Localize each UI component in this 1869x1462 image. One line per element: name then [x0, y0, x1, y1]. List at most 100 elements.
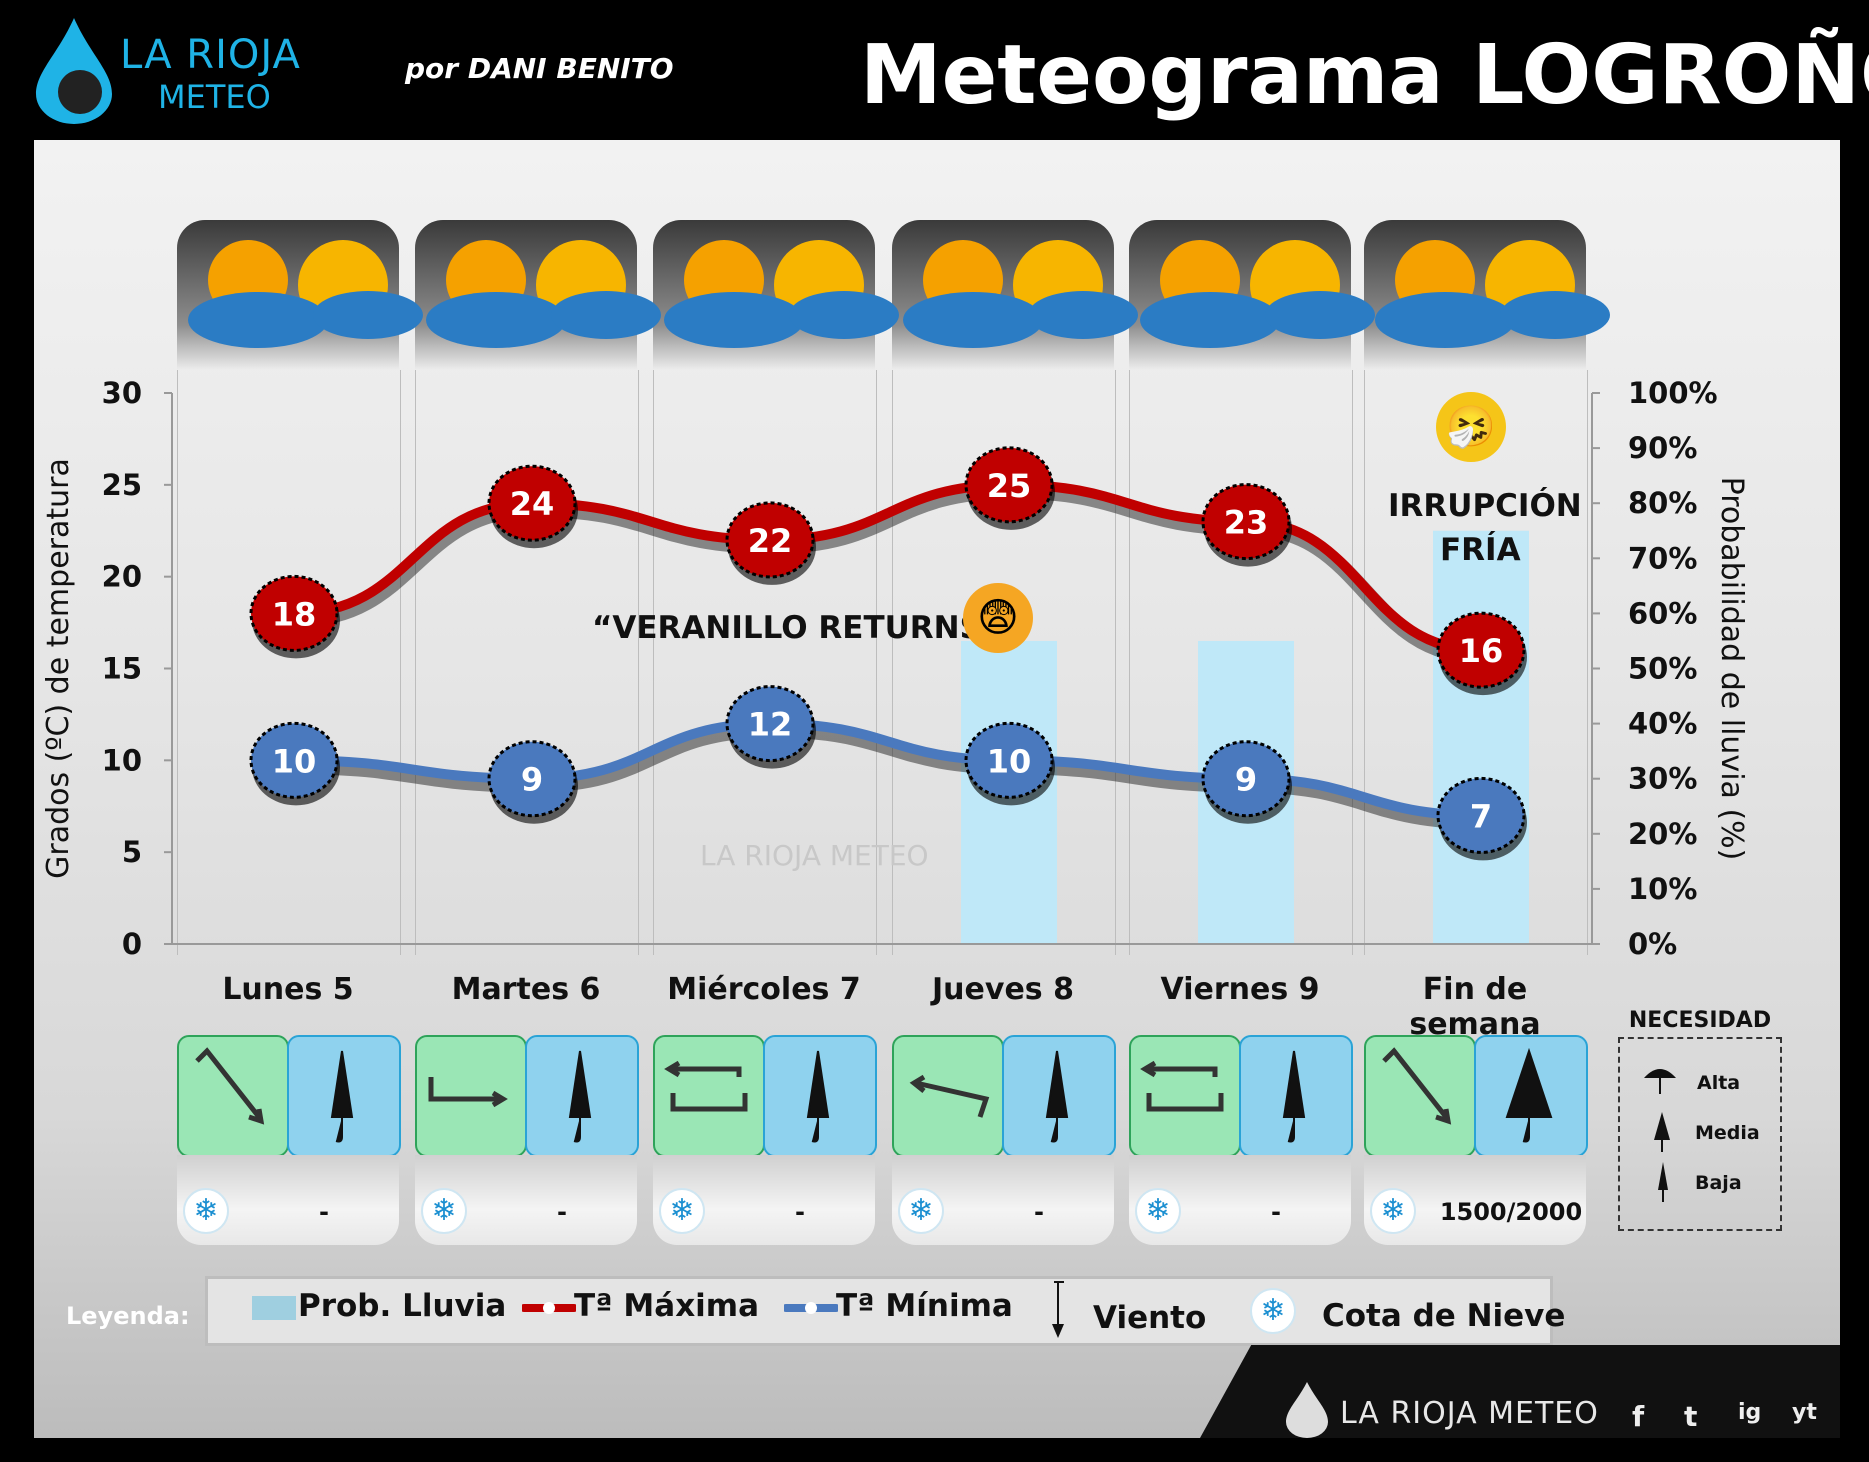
- cloud-icon: [551, 291, 661, 339]
- umbrella-medium-icon: [1654, 1112, 1670, 1152]
- day-label: Lunes 5: [222, 972, 354, 1007]
- instagram-icon[interactable]: ig: [1738, 1400, 1762, 1425]
- facebook-icon[interactable]: f: [1632, 1400, 1645, 1433]
- snowflake-icon: ❄: [898, 1188, 944, 1234]
- y2-tick-label: 80%: [1628, 486, 1697, 520]
- day-column: [415, 370, 639, 955]
- umbrella-closed-icon: [1045, 1050, 1069, 1143]
- tmax-label: 16: [1459, 632, 1504, 670]
- tmin-label: 9: [521, 761, 543, 799]
- watermark: LA RIOJA METEO: [700, 839, 929, 872]
- snowflake-icon: ❄: [421, 1188, 467, 1234]
- umbrella-box: [1239, 1035, 1353, 1157]
- arrow-nw-se-icon: [195, 1047, 265, 1125]
- tmax-point: [249, 574, 339, 652]
- legend-swatch-tmin: [784, 1302, 838, 1314]
- umbrella-open-icon: [1644, 1069, 1676, 1094]
- snow-level-value: -: [1271, 1198, 1281, 1226]
- tmin-point: [1436, 776, 1526, 854]
- byline: por DANI BENITO: [405, 52, 674, 85]
- snow-level-value: -: [319, 1198, 329, 1226]
- y2-tick-label: 40%: [1628, 707, 1697, 741]
- legend-swatch-tmax: [522, 1302, 576, 1314]
- necesidad-baja: Baja: [1695, 1172, 1742, 1194]
- umbrella-closed-icon: [1658, 1162, 1668, 1202]
- cloud-icon: [1265, 291, 1375, 339]
- snowflake-icon: ❄: [659, 1188, 705, 1234]
- legend-item-tmin: Tª Mínima: [836, 1288, 1013, 1324]
- cloud-icon: [789, 291, 899, 339]
- y2-tick-label: 20%: [1628, 817, 1697, 851]
- sneezing-face-icon: 🤧: [1436, 392, 1506, 462]
- snowflake-icon: ❄: [183, 1188, 229, 1234]
- logo-drop-icon: [36, 18, 112, 124]
- tmin-line: [293, 718, 1482, 821]
- umbrella-closed-icon: [330, 1050, 354, 1143]
- legend-item-rain: Prob. Lluvia: [298, 1288, 507, 1324]
- umbrella-closed-icon: [806, 1050, 830, 1143]
- wind-box: [1129, 1035, 1241, 1157]
- necesidad-title: NECESIDAD: [1628, 1008, 1772, 1033]
- y-axis-title: Grados (ºC) de temperatura: [41, 458, 76, 879]
- cloud-icon: [426, 292, 566, 348]
- legend-wind-arrow-icon: [1052, 1281, 1064, 1338]
- header: [0, 0, 1869, 140]
- tmin-point: [964, 721, 1054, 799]
- cloud-icon: [313, 291, 423, 339]
- annotation-fria: FRÍA: [1440, 532, 1521, 568]
- twitter-icon[interactable]: t: [1684, 1400, 1698, 1433]
- umbrella-box: [1002, 1035, 1116, 1157]
- footer-brand: LA RIOJA METEO: [1340, 1396, 1599, 1431]
- day-label: Fin de semana: [1409, 972, 1541, 1042]
- legend-item-wind: Viento: [1093, 1300, 1207, 1336]
- day-label: Viernes 9: [1160, 972, 1320, 1007]
- cloud-icon: [1140, 292, 1280, 348]
- y2-tick-label: 100%: [1628, 376, 1718, 410]
- cloud-icon: [903, 292, 1043, 348]
- legend-swatch-rain: [252, 1296, 296, 1320]
- annotation-irrupcion: IRRUPCIÓN: [1388, 488, 1582, 524]
- y2-tick-label: 10%: [1628, 872, 1697, 906]
- legend-item-tmax: Tª Máxima: [574, 1288, 760, 1324]
- youtube-icon[interactable]: yt: [1792, 1400, 1817, 1425]
- snow-level-value: 1500/2000: [1439, 1198, 1583, 1226]
- y2-axis-title: Probabilidad de lluvia (%): [1714, 477, 1749, 861]
- legend-item-snow: Cota de Nieve: [1322, 1298, 1566, 1334]
- page-title: Meteograma LOGROÑO: [860, 28, 1869, 123]
- day-column: [892, 370, 1116, 955]
- cloud-icon: [1375, 292, 1515, 348]
- tmin-point: [725, 685, 815, 763]
- tmin-label: 12: [748, 706, 793, 744]
- y2-tick-label: 50%: [1628, 652, 1697, 686]
- annotation-veranillo: “VERANILLO RETURNS”: [592, 610, 1003, 646]
- y2-tick-label: 0%: [1628, 927, 1677, 961]
- day-column: [653, 370, 877, 955]
- tmax-point: [725, 501, 815, 579]
- tmin-label: 7: [1470, 797, 1492, 835]
- umbrella-box: [525, 1035, 639, 1157]
- legend-snowflake-icon: ❄: [1250, 1288, 1296, 1334]
- cloud-icon: [1028, 291, 1138, 339]
- y2-tick-label: 30%: [1628, 762, 1697, 796]
- y2-tick-label: 60%: [1628, 596, 1697, 630]
- wind-box: [177, 1035, 289, 1157]
- umbrella-box: [763, 1035, 877, 1157]
- snow-level-value: -: [557, 1198, 567, 1226]
- tmax-label: 23: [1224, 504, 1269, 542]
- arrow-w-e-icon: [428, 1077, 508, 1108]
- y2-tick-label: 90%: [1628, 431, 1697, 465]
- day-column: [177, 370, 401, 955]
- tmax-point: [1201, 483, 1291, 561]
- y-tick-label: 15: [102, 652, 142, 686]
- tmax-label: 24: [510, 485, 555, 523]
- cloud-icon: [188, 292, 328, 348]
- umbrella-medium-icon: [1505, 1047, 1553, 1143]
- tmax-label: 18: [272, 595, 317, 633]
- logo-subtext: METEO: [158, 78, 271, 116]
- snow-level-value: -: [1034, 1198, 1044, 1226]
- wind-box: [653, 1035, 765, 1157]
- day-column: [1129, 370, 1353, 955]
- arrow-variable-icon: [664, 1060, 748, 1112]
- tmin-point: [1201, 740, 1291, 818]
- tmin-label: 10: [987, 742, 1032, 780]
